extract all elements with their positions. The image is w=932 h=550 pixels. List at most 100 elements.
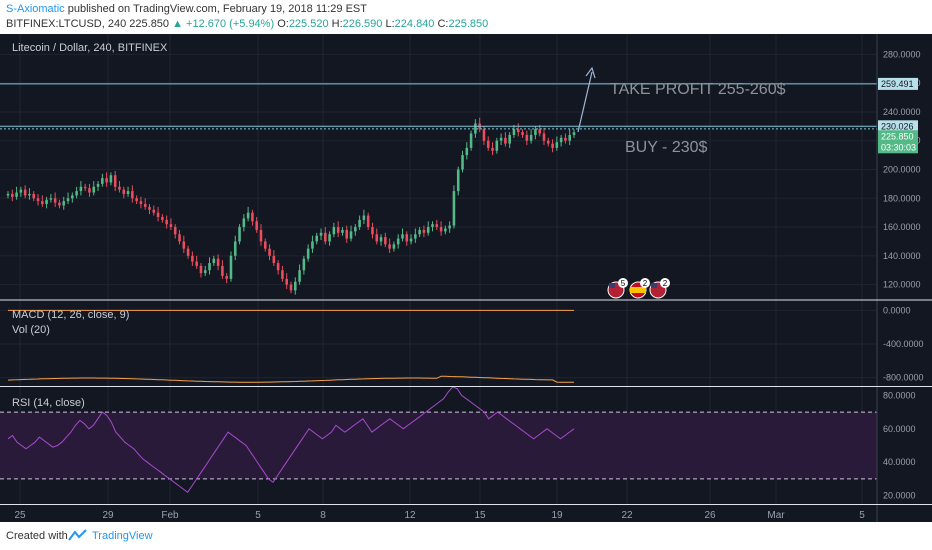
candle-body [92, 186, 96, 193]
candle-body [246, 212, 250, 219]
candle-body [564, 137, 567, 141]
candle-body [379, 237, 383, 242]
candle-body [71, 195, 74, 199]
candle-body [306, 248, 310, 259]
ohlc-line: BITFINEX:LTCUSD, 240 225.850 ▲ +12.670 (… [6, 18, 488, 30]
candle-body [538, 129, 541, 134]
us-flag-badge[interactable]: 5 [607, 278, 628, 299]
macd-tick-label: -400.0000 [883, 339, 924, 349]
candle-body [281, 270, 284, 279]
candle-body [555, 142, 559, 148]
rsi-band-fill [0, 412, 877, 479]
candle-body [11, 193, 14, 197]
publish-info: published on TradingView.com, February 1… [67, 3, 367, 15]
candle-body [152, 209, 156, 213]
candle-body [474, 123, 477, 134]
candle-body [495, 140, 499, 151]
rsi-tick-label: 60.0000 [883, 424, 916, 434]
price-tick-label: 240.0000 [883, 107, 921, 117]
candle-body [302, 258, 306, 271]
candle-body [512, 129, 516, 135]
candle-body [88, 188, 91, 193]
candle-body [58, 202, 61, 206]
price-axis-label-bg [878, 77, 918, 90]
candle-body [233, 241, 237, 256]
candle-body [216, 258, 220, 266]
candle-body [508, 134, 511, 144]
candle-body [319, 232, 323, 236]
price-axis-label: 225.850 [881, 131, 914, 141]
high-label: H: [331, 18, 343, 30]
author-link[interactable]: S-Axiomatic [6, 3, 65, 15]
candle-body [109, 175, 113, 183]
candle-body [165, 219, 168, 225]
candle-body [208, 263, 211, 271]
tradingview-link[interactable]: TradingView [92, 530, 153, 542]
candle-body [6, 193, 10, 196]
candle-body [349, 231, 353, 239]
candle-body [362, 215, 366, 220]
candle-body [486, 140, 490, 148]
candle-body [354, 227, 357, 232]
candle-body [341, 229, 344, 233]
candle-body [422, 229, 426, 233]
candle-body [542, 133, 546, 141]
vol-title: Vol (20) [12, 324, 50, 336]
high-value: 226.590 [342, 18, 383, 30]
candle-body [263, 241, 267, 249]
rsi-tick-label: 40.0000 [883, 457, 916, 467]
us-badge-count-2: 2 [663, 279, 668, 288]
chart-canvas[interactable]: 2529Feb581215192226Mar5280.0000260.00002… [0, 34, 932, 522]
candle-body [28, 193, 31, 196]
x-tick-label: 26 [704, 510, 716, 521]
macd-tick-label: -800.0000 [883, 373, 924, 383]
candle-body [191, 255, 194, 262]
footer: Created with TradingView [0, 522, 932, 550]
close-label: C: [437, 18, 449, 30]
us-flag-badge-2[interactable]: 2 [649, 278, 670, 299]
candle-body [105, 178, 108, 183]
rsi-tick-label: 80.0000 [883, 390, 916, 400]
candle-body [169, 224, 173, 228]
candle-body [499, 137, 503, 141]
x-tick-label: 29 [102, 510, 114, 521]
candle-body [135, 198, 138, 202]
candle-body [49, 198, 53, 200]
x-tick-label: Mar [767, 510, 785, 521]
rsi-tick-label: 20.0000 [883, 491, 916, 501]
candle-body [15, 192, 18, 197]
macd-pane [7, 309, 574, 383]
candle-body [444, 228, 447, 232]
candle-body [401, 234, 404, 239]
price-axis-label-bg [878, 141, 918, 154]
price-tick-label: 280.0000 [883, 49, 921, 59]
candle-body [238, 227, 241, 242]
candle-body [504, 137, 507, 144]
x-tick-label: 15 [474, 510, 486, 521]
price-axis-label: 259.491 [881, 79, 914, 89]
x-tick-label: 25 [14, 510, 26, 521]
candle-body [66, 198, 70, 202]
price-axis-label-bg [878, 120, 918, 133]
candle-body [41, 201, 44, 205]
candle-body [371, 227, 374, 235]
candle-body [324, 232, 327, 242]
candle-body [101, 178, 104, 184]
us-badge-count: 5 [621, 279, 626, 288]
price-change: ▲ +12.670 (+5.94%) [172, 18, 275, 30]
price-candles [6, 117, 576, 295]
candle-body [285, 278, 288, 285]
rsi-line [7, 386, 575, 494]
candle-body [572, 132, 576, 135]
candle-body [521, 132, 524, 135]
candle-body [255, 221, 258, 230]
price-levels [0, 83, 877, 130]
created-with-text: Created with [6, 530, 68, 542]
event-badges[interactable]: 5 2 2 [607, 278, 670, 299]
candle-body [396, 238, 400, 245]
price-tick-label: 200.0000 [883, 165, 921, 175]
candle-body [388, 244, 391, 249]
candle-body [221, 265, 224, 276]
candle-body [315, 235, 319, 242]
es-flag-badge[interactable]: 2 [629, 278, 650, 299]
